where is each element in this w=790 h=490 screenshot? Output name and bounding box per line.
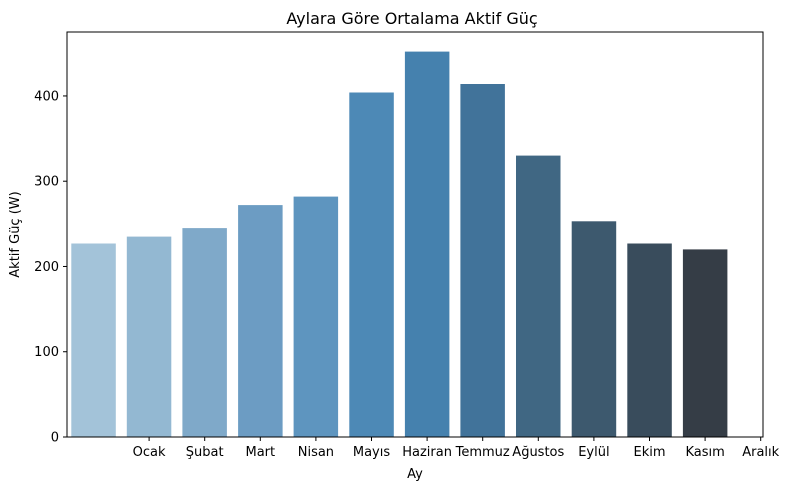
y-axis-ticks: 0 100 200 300 400: [34, 89, 67, 446]
y-tick-label: 0: [51, 431, 59, 446]
x-tick-label: Temmuz: [455, 445, 510, 460]
bar-9: [516, 155, 561, 437]
x-tick-label: Nisan: [298, 445, 334, 460]
bar-3: [182, 228, 227, 437]
x-tick-label: Aralık: [742, 445, 779, 460]
chart-title: Aylara Göre Ortalama Aktif Güç: [286, 9, 537, 28]
bar-10: [571, 221, 617, 437]
x-tick-label: Kasım: [685, 445, 724, 460]
bars-group: [71, 51, 728, 437]
x-tick-label: Ekim: [633, 445, 665, 460]
x-axis-ticks: Ocak Şubat Mart Nisan Mayıs Haziran Temmuz Ağus…: [133, 437, 780, 460]
bar-5: [293, 196, 339, 437]
bar-8: [460, 84, 505, 437]
bar-4: [238, 205, 283, 437]
x-tick-label: Haziran: [402, 445, 452, 460]
bar-2: [126, 236, 172, 437]
bar-6: [349, 92, 394, 437]
y-tick-label: 300: [34, 175, 59, 190]
x-axis-label: Ay: [407, 467, 423, 482]
x-tick-label: Mart: [245, 445, 275, 460]
y-tick-label: 200: [34, 260, 59, 275]
x-tick-label: Şubat: [186, 445, 224, 460]
bar-12: [682, 249, 728, 437]
x-tick-label: Eylül: [578, 445, 609, 460]
y-axis-label: Aktif Güç (W): [8, 191, 23, 277]
y-tick-label: 400: [34, 89, 59, 104]
x-tick-label: Ocak: [133, 445, 166, 460]
bar-11: [627, 243, 672, 437]
bar-1: [71, 243, 116, 437]
x-tick-label: Mayıs: [353, 445, 390, 460]
plot-frame: [66, 31, 764, 438]
bar-7: [404, 51, 450, 437]
y-tick-label: 100: [34, 345, 59, 360]
x-tick-label: Ağustos: [512, 445, 564, 460]
